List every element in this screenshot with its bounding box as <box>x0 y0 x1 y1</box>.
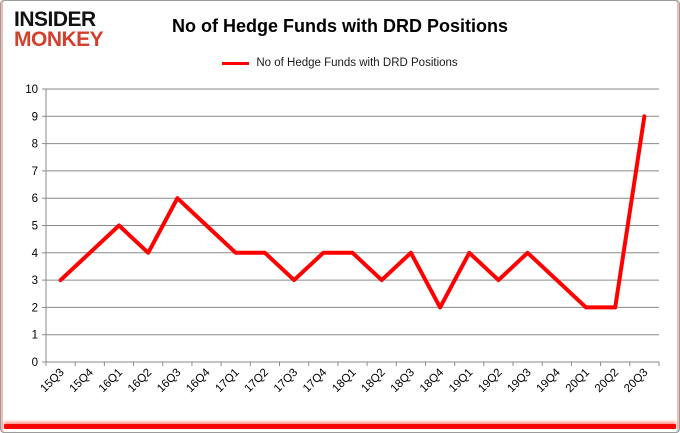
x-axis-labels: 15Q3 15Q4 16Q1 16Q2 16Q3 16Q4 17Q1 17Q2 17Q3 17Q4… <box>38 366 650 395</box>
svg-text:16Q1: 16Q1 <box>97 367 125 395</box>
axis-ticks <box>42 88 660 366</box>
svg-text:4: 4 <box>32 248 39 260</box>
svg-text:9: 9 <box>32 111 38 123</box>
logo-insider: INSIDER <box>14 8 96 31</box>
svg-text:18Q3: 18Q3 <box>389 367 417 395</box>
svg-text:15Q4: 15Q4 <box>68 366 97 395</box>
gridlines <box>46 88 659 336</box>
y-axis-labels: 0 1 2 3 4 5 6 7 8 9 10 <box>25 84 38 369</box>
svg-text:3: 3 <box>32 275 38 287</box>
svg-text:8: 8 <box>32 139 38 151</box>
svg-text:20Q1: 20Q1 <box>564 367 592 395</box>
legend-label: No of Hedge Funds with DRD Positions <box>256 57 458 69</box>
svg-text:18Q2: 18Q2 <box>359 367 387 395</box>
svg-text:2: 2 <box>32 302 38 314</box>
series-line <box>58 114 647 310</box>
svg-text:10: 10 <box>25 84 38 96</box>
svg-text:1: 1 <box>32 330 38 342</box>
svg-text:0: 0 <box>32 357 38 369</box>
svg-text:15Q3: 15Q3 <box>38 367 66 395</box>
svg-text:17Q1: 17Q1 <box>213 367 241 395</box>
svg-text:17Q3: 17Q3 <box>272 367 300 395</box>
svg-text:7: 7 <box>32 166 38 178</box>
logo-monkey: MONKEY <box>14 27 104 51</box>
legend-line-swatch <box>222 61 250 65</box>
svg-text:19Q4: 19Q4 <box>535 366 564 395</box>
svg-text:20Q3: 20Q3 <box>622 367 650 395</box>
svg-text:16Q3: 16Q3 <box>155 367 183 395</box>
svg-text:19Q3: 19Q3 <box>505 367 533 395</box>
bottom-red-accent <box>4 424 676 429</box>
svg-text:19Q2: 19Q2 <box>476 367 504 395</box>
legend: No of Hedge Funds with DRD Positions <box>1 57 679 69</box>
svg-text:19Q1: 19Q1 <box>447 367 475 395</box>
svg-text:17Q4: 17Q4 <box>301 366 330 395</box>
svg-text:17Q2: 17Q2 <box>243 367 271 395</box>
svg-text:16Q2: 16Q2 <box>126 367 154 395</box>
svg-text:20Q2: 20Q2 <box>593 367 621 395</box>
svg-text:6: 6 <box>32 193 38 205</box>
svg-text:18Q1: 18Q1 <box>330 367 358 395</box>
chart-title: No of Hedge Funds with DRD Positions <box>172 16 508 36</box>
svg-text:18Q4: 18Q4 <box>418 366 447 395</box>
svg-text:5: 5 <box>32 221 38 233</box>
insider-monkey-logo: INSIDER MONKEY <box>14 8 104 51</box>
svg-text:16Q4: 16Q4 <box>184 366 213 395</box>
